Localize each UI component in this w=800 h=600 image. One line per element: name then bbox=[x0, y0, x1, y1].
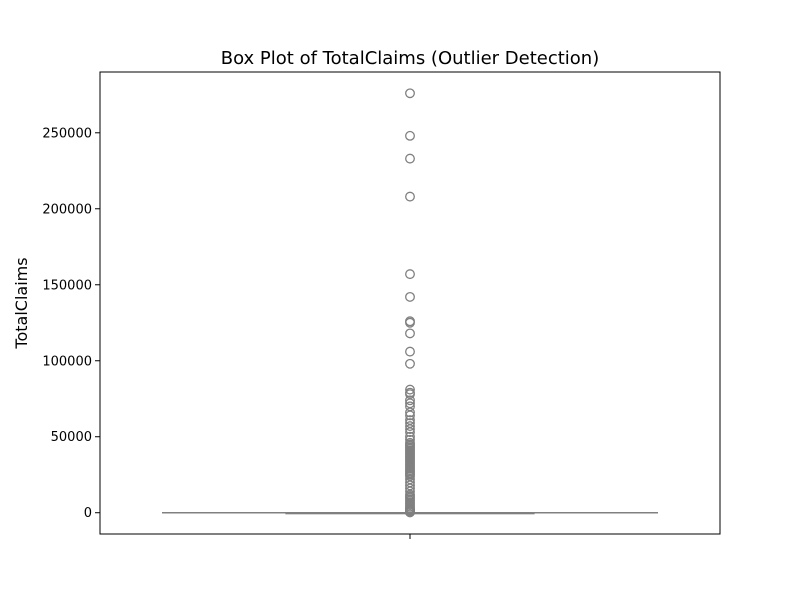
outlier-point bbox=[405, 358, 415, 369]
outlier-point bbox=[405, 191, 415, 202]
y-tick-label: 50000 bbox=[51, 430, 92, 445]
outlier-point bbox=[405, 384, 415, 395]
axes-frame bbox=[99, 71, 721, 535]
outlier-point bbox=[405, 291, 415, 302]
chart-title: Box Plot of TotalClaims (Outlier Detecti… bbox=[221, 48, 600, 69]
y-tick-label: 0 bbox=[84, 506, 92, 521]
outlier-point bbox=[405, 424, 415, 435]
outlier-point bbox=[405, 346, 415, 357]
outlier-point bbox=[405, 395, 415, 406]
outlier-point bbox=[405, 427, 415, 438]
outlier-point bbox=[405, 317, 415, 328]
outlier-point bbox=[405, 410, 415, 421]
y-axis-label: TotalClaims bbox=[12, 257, 31, 349]
y-tick-label: 150000 bbox=[42, 278, 92, 293]
outlier-point bbox=[405, 130, 415, 141]
outlier-point bbox=[405, 407, 415, 418]
outlier-point bbox=[405, 269, 415, 280]
outlier-point bbox=[405, 421, 415, 432]
outlier-point bbox=[405, 507, 415, 518]
y-tick-label: 200000 bbox=[42, 202, 92, 217]
outlier-point bbox=[405, 88, 415, 99]
y-tick-label: 250000 bbox=[42, 126, 92, 141]
outlier-point bbox=[405, 328, 415, 339]
plot-area: 0 50000 100000 150000 200000 250000 bbox=[42, 88, 658, 539]
y-tick-label: 100000 bbox=[42, 354, 92, 369]
outlier-point bbox=[405, 153, 415, 164]
